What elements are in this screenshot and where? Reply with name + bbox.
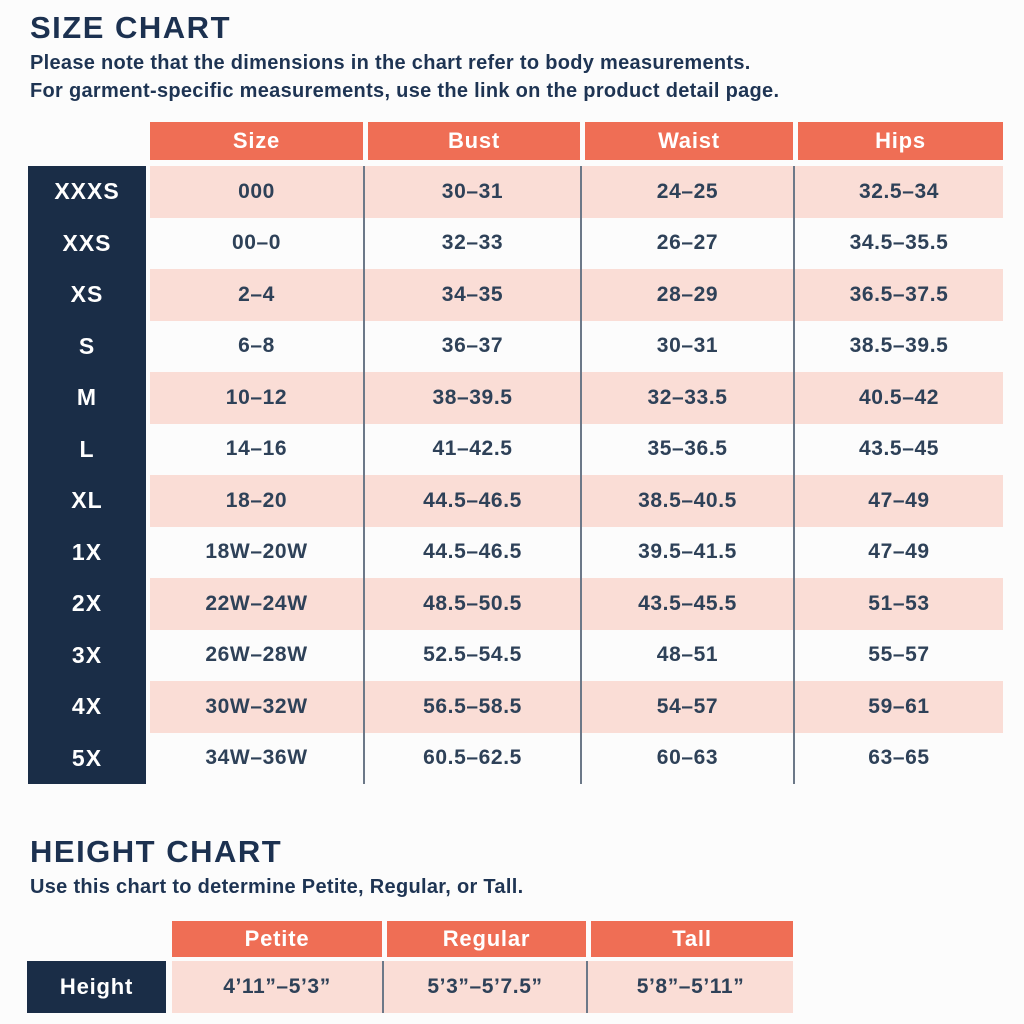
cell-size: 10–12 bbox=[150, 372, 363, 424]
row-label-s: S bbox=[28, 320, 150, 372]
cell-height-regular: 5’3”–5’7.5” bbox=[382, 961, 586, 1013]
cell-bust: 44.5–46.5 bbox=[363, 526, 580, 578]
cell-waist: 28–29 bbox=[580, 269, 793, 321]
row-label-1x: 1X bbox=[28, 526, 150, 578]
cell-waist: 48–51 bbox=[580, 629, 793, 681]
cell-waist: 60–63 bbox=[580, 732, 793, 784]
size-chart-note: Please note that the dimensions in the c… bbox=[30, 49, 1024, 105]
cell-size: 6–8 bbox=[238, 334, 275, 358]
cell-bust: 30–31 bbox=[363, 166, 580, 218]
table-corner-spacer bbox=[27, 921, 172, 957]
cell-bust: 52.5–54.5 bbox=[363, 629, 580, 681]
row-label-xs: XS bbox=[28, 269, 150, 321]
cell-waist: 32–33.5 bbox=[580, 372, 793, 424]
cell-size: 00–0 bbox=[231, 231, 282, 255]
height-chart-table: Petite Regular Tall Height 4’11”–5’3” 5’… bbox=[27, 921, 1024, 1013]
row-label-3x: 3X bbox=[28, 629, 150, 681]
cell-waist: 26–27 bbox=[580, 217, 793, 269]
cell-waist: 38.5–40.5 bbox=[580, 475, 793, 527]
cell-size: 000 bbox=[150, 166, 363, 218]
cell-bust: 60.5–62.5 bbox=[363, 732, 580, 784]
cell-waist: 39.5–41.5 bbox=[580, 526, 793, 578]
cell-waist: 30–31 bbox=[580, 320, 793, 372]
cell-waist: 43.5–45.5 bbox=[580, 578, 793, 630]
height-chart-title: HEIGHT CHART bbox=[30, 834, 283, 869]
column-header-hips: Hips bbox=[793, 122, 1003, 160]
cell-waist: 24–25 bbox=[580, 166, 793, 218]
cell-hips: 43.5–45 bbox=[793, 423, 1003, 475]
cell-size: 30W–32W bbox=[150, 681, 363, 733]
cell-hips: 51–53 bbox=[793, 578, 1003, 630]
cell-hips: 47–49 bbox=[793, 475, 1003, 527]
cell-hips: 63–65 bbox=[793, 732, 1003, 784]
column-header-bust: Bust bbox=[363, 122, 580, 160]
cell-size: 2–4 bbox=[150, 269, 363, 321]
size-chart-section: SIZE CHART Please note that the dimensio… bbox=[0, 12, 1024, 784]
row-label-m: M bbox=[28, 372, 150, 424]
row-label-2x: 2X bbox=[28, 578, 150, 630]
size-chart-table: Size Bust Waist Hips XXXS 000 30–31 24–2… bbox=[28, 122, 1024, 784]
column-header-waist: Waist bbox=[580, 122, 793, 160]
cell-hips: 40.5–42 bbox=[793, 372, 1003, 424]
cell-size: 22W–24W bbox=[150, 578, 363, 630]
cell-bust: 38–39.5 bbox=[363, 372, 580, 424]
cell-hips: 55–57 bbox=[793, 629, 1003, 681]
cell-bust: 36–37 bbox=[363, 320, 580, 372]
row-label-5x: 5X bbox=[28, 732, 150, 784]
row-label-4x: 4X bbox=[28, 681, 150, 733]
column-header-tall: Tall bbox=[586, 921, 793, 957]
row-label-l: L bbox=[28, 423, 150, 475]
cell-hips: 32.5–34 bbox=[793, 166, 1003, 218]
cell-size: 18–20 bbox=[150, 475, 363, 527]
cell-height-petite: 4’11”–5’3” bbox=[172, 961, 382, 1013]
cell-size: 14–16 bbox=[225, 437, 288, 461]
size-chart-note-line-1: Please note that the dimensions in the c… bbox=[30, 52, 751, 74]
column-header-size: Size bbox=[150, 122, 363, 160]
column-header-petite: Petite bbox=[172, 921, 382, 957]
cell-bust: 56.5–58.5 bbox=[363, 681, 580, 733]
cell-bust: 34–35 bbox=[363, 269, 580, 321]
height-chart-note: Use this chart to determine Petite, Regu… bbox=[30, 876, 524, 898]
cell-height-tall: 5’8”–5’11” bbox=[586, 961, 793, 1013]
cell-bust: 44.5–46.5 bbox=[363, 475, 580, 527]
size-chart-note-line-2: For garment-specific measurements, use t… bbox=[30, 80, 780, 102]
cell-bust: 48.5–50.5 bbox=[363, 578, 580, 630]
size-chart-title: SIZE CHART bbox=[30, 10, 231, 45]
cell-hips: 47–49 bbox=[793, 526, 1003, 578]
column-header-regular: Regular bbox=[382, 921, 586, 957]
cell-bust: 32–33 bbox=[363, 217, 580, 269]
cell-hips: 34.5–35.5 bbox=[793, 217, 1003, 269]
cell-hips: 38.5–39.5 bbox=[793, 320, 1003, 372]
cell-size: 26W–28W bbox=[205, 643, 308, 667]
row-label-xl: XL bbox=[28, 475, 150, 527]
table-corner-spacer bbox=[28, 122, 150, 160]
cell-hips: 59–61 bbox=[793, 681, 1003, 733]
cell-waist: 35–36.5 bbox=[580, 423, 793, 475]
cell-size: 34W–36W bbox=[205, 746, 308, 770]
cell-bust: 41–42.5 bbox=[363, 423, 580, 475]
height-chart-section: HEIGHT CHART Use this chart to determine… bbox=[0, 836, 1024, 1013]
row-label-height: Height bbox=[27, 961, 172, 1013]
row-label-xxxs: XXXS bbox=[28, 166, 150, 218]
row-label-xxs: XXS bbox=[28, 217, 150, 269]
cell-hips: 36.5–37.5 bbox=[793, 269, 1003, 321]
cell-size: 18W–20W bbox=[205, 540, 308, 564]
cell-waist: 54–57 bbox=[580, 681, 793, 733]
